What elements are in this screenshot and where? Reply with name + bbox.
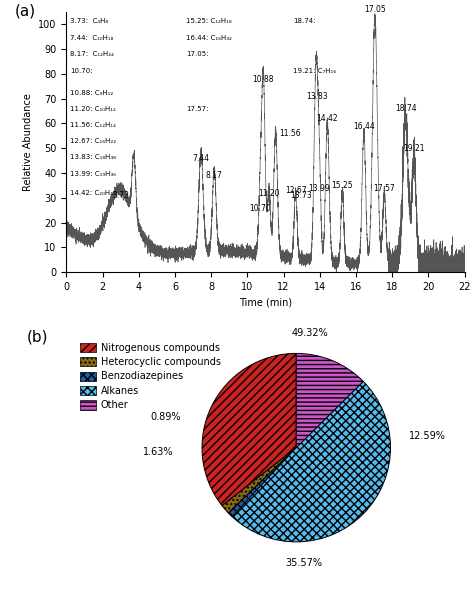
Text: 12.67: 12.67 — [285, 186, 307, 196]
Text: 18.74: 18.74 — [395, 104, 416, 114]
Text: 13.83: 13.83 — [306, 92, 328, 101]
Wedge shape — [222, 448, 296, 513]
Text: 49.32%: 49.32% — [292, 327, 329, 337]
Text: 8.17: 8.17 — [206, 171, 223, 180]
Text: 17.05: 17.05 — [364, 5, 386, 14]
Text: 19.21: 19.21 — [403, 144, 425, 153]
Text: 15.25: 15.25 — [331, 181, 353, 190]
Text: 16.44: 16.44 — [353, 122, 375, 131]
X-axis label: Time (min): Time (min) — [239, 297, 292, 307]
Text: 17.57:: 17.57: — [186, 106, 208, 112]
Text: 12.59%: 12.59% — [410, 431, 446, 441]
Text: 10.70:: 10.70: — [70, 68, 93, 74]
Text: 3.73:  C₄H₈: 3.73: C₄H₈ — [70, 18, 109, 24]
Wedge shape — [202, 353, 296, 506]
Text: 18.74:: 18.74: — [293, 18, 316, 24]
Text: 17.05:: 17.05: — [186, 51, 208, 57]
Text: 13.99: C₁₉H₃₆: 13.99: C₁₉H₃₆ — [70, 171, 116, 177]
Text: 15.25: C₁₂H₁₈: 15.25: C₁₂H₁₈ — [186, 18, 231, 24]
Text: 7.44:  C₁₀H₁₈: 7.44: C₁₀H₁₈ — [70, 35, 114, 41]
Text: 17.57: 17.57 — [374, 184, 395, 193]
Wedge shape — [228, 448, 296, 517]
Text: 11.20: 11.20 — [258, 189, 280, 198]
Text: 11.20: C₁₀H₁₂: 11.20: C₁₀H₁₂ — [70, 106, 116, 112]
Text: 8.17:  C₁₂H₂₄: 8.17: C₁₂H₂₄ — [70, 51, 114, 57]
Wedge shape — [296, 353, 363, 448]
Text: 10.70: 10.70 — [249, 204, 271, 213]
Y-axis label: Relative Abundance: Relative Abundance — [23, 93, 33, 191]
Legend: Nitrogenous compounds, Heterocyclic compounds, Benzodiazepines, Alkanes, Other: Nitrogenous compounds, Heterocyclic comp… — [79, 342, 221, 411]
Text: 13.99: 13.99 — [309, 184, 330, 193]
Wedge shape — [232, 382, 391, 542]
Text: 14.42: C₂₀H₄₂: 14.42: C₂₀H₄₂ — [70, 190, 116, 196]
Text: (b): (b) — [27, 330, 48, 345]
Text: 10.88: C₉H₁₂: 10.88: C₉H₁₂ — [70, 90, 114, 96]
Text: 16.44: C₁₆H₃₂: 16.44: C₁₆H₃₂ — [186, 35, 232, 41]
Text: 13.83: C₁₈H₃₈: 13.83: C₁₈H₃₈ — [70, 154, 116, 160]
Text: 1.63%: 1.63% — [143, 448, 174, 457]
Text: 11.56: C₁₂H₁₄: 11.56: C₁₂H₁₄ — [70, 122, 116, 128]
Text: (a): (a) — [15, 4, 36, 19]
Text: 3.73: 3.73 — [112, 191, 129, 200]
Text: 11.56: 11.56 — [279, 129, 301, 138]
Text: 10.88: 10.88 — [253, 75, 274, 84]
Text: 13.73: 13.73 — [291, 191, 312, 200]
Text: 35.57%: 35.57% — [285, 558, 322, 568]
Text: 14.42: 14.42 — [317, 114, 338, 123]
Text: 0.89%: 0.89% — [151, 412, 181, 422]
Text: 12.67: C₁₆H₂₂: 12.67: C₁₆H₂₂ — [70, 138, 117, 144]
Text: 7.44: 7.44 — [192, 154, 210, 163]
Text: 19.21: C₇H₁₆: 19.21: C₇H₁₆ — [293, 68, 337, 74]
